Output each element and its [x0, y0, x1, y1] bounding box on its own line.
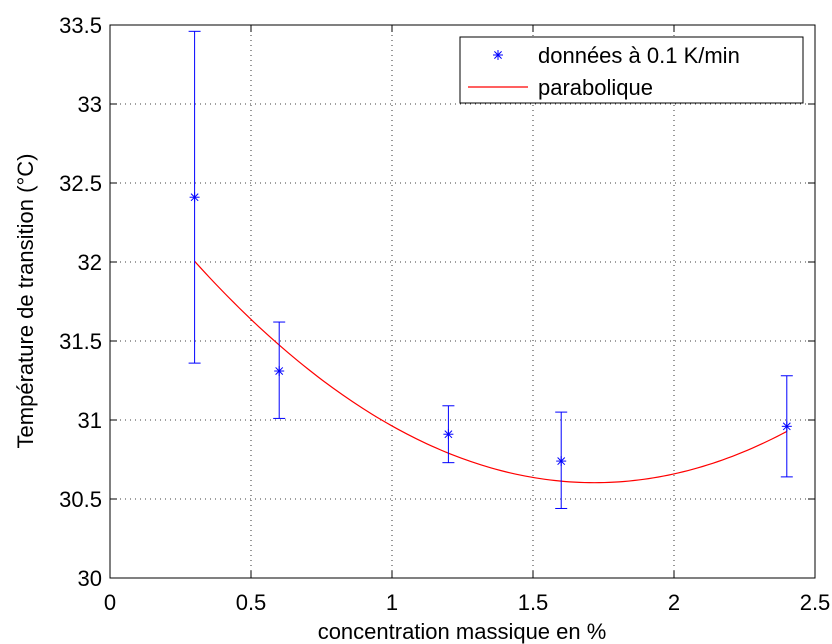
- x-tick-label: 0.5: [236, 590, 267, 615]
- legend-label-data: données à 0.1 K/min: [538, 43, 740, 68]
- data-point-group: [273, 321, 286, 419]
- y-tick-label: 33: [78, 92, 102, 117]
- legend-asterisk: [493, 50, 503, 60]
- y-tick-label: 31.5: [59, 329, 102, 354]
- data-point-marker: [781, 421, 792, 432]
- data-series: [188, 30, 793, 509]
- asterisk-stroke: [444, 430, 453, 439]
- data-point-group: [555, 411, 568, 509]
- asterisk-stroke: [494, 51, 502, 59]
- y-tick-label: 33.5: [59, 13, 102, 38]
- data-point-marker: [189, 192, 200, 203]
- x-axis-label: concentration massique en %: [318, 619, 607, 644]
- axis-ticks: 0 0.5 1 1.5 2 2.5 30 30.5 31 31.5 32 32.5 33 33.5: [59, 13, 830, 615]
- y-tick-label: 30: [78, 566, 102, 591]
- data-point-marker: [556, 456, 567, 467]
- y-tick-label: 32: [78, 250, 102, 275]
- data-point-marker: [274, 366, 285, 377]
- x-tick-label: 1: [386, 590, 398, 615]
- data-point-marker: [443, 429, 454, 440]
- y-tick-label: 30.5: [59, 487, 102, 512]
- fit-curve-parabolique: [194, 260, 788, 484]
- y-axis-label: Température de transition (°C): [13, 154, 38, 449]
- legend-label-fit: parabolique: [538, 75, 653, 100]
- y-tick-label: 31: [78, 408, 102, 433]
- x-tick-label: 1.5: [518, 590, 549, 615]
- data-point-group: [780, 375, 793, 478]
- x-tick-label: 2.5: [800, 590, 831, 615]
- legend: données à 0.1 K/min parabolique: [459, 36, 804, 104]
- data-point-group: [442, 405, 455, 464]
- data-point-group: [188, 30, 201, 364]
- asterisk-stroke: [275, 367, 284, 375]
- grid: [110, 25, 815, 578]
- legend-box: [459, 36, 804, 104]
- asterisk-stroke: [557, 457, 566, 466]
- x-tick-label: 0: [104, 590, 116, 615]
- x-tick-label: 2: [668, 590, 680, 615]
- asterisk-stroke: [782, 422, 791, 431]
- asterisk-stroke: [190, 193, 199, 202]
- legend-marker-asterisk: [493, 50, 503, 60]
- y-tick-label: 32.5: [59, 171, 102, 196]
- plot-area-frame: [109, 24, 816, 579]
